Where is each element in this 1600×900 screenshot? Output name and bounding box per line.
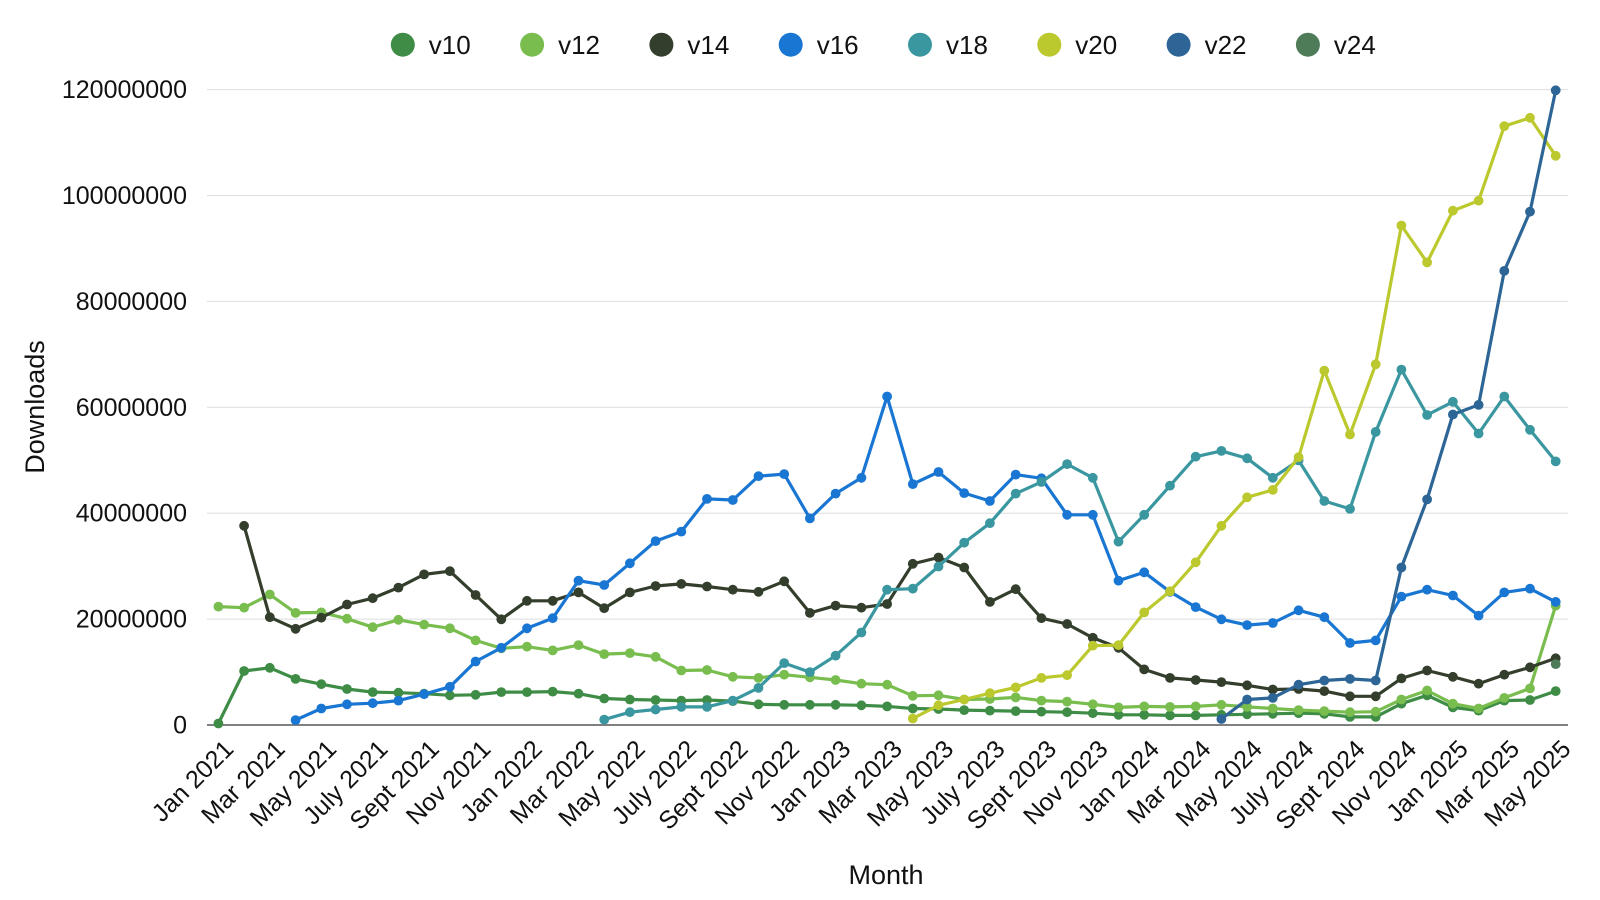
svg-text:Downloads: Downloads	[20, 340, 50, 474]
svg-text:v22: v22	[1205, 30, 1247, 60]
svg-text:80000000: 80000000	[76, 288, 187, 316]
svg-text:v10: v10	[429, 30, 471, 60]
svg-text:v24: v24	[1334, 30, 1376, 60]
svg-text:v20: v20	[1075, 30, 1117, 60]
svg-text:v12: v12	[558, 30, 600, 60]
svg-text:60000000: 60000000	[76, 394, 187, 422]
svg-text:20000000: 20000000	[76, 606, 187, 634]
svg-text:Month: Month	[848, 860, 923, 890]
svg-text:0: 0	[173, 712, 187, 740]
svg-text:100000000: 100000000	[62, 182, 187, 210]
svg-text:120000000: 120000000	[62, 76, 187, 104]
svg-text:40000000: 40000000	[76, 500, 187, 528]
svg-text:v18: v18	[946, 30, 988, 60]
svg-text:v14: v14	[687, 30, 729, 60]
svg-text:v16: v16	[817, 30, 859, 60]
